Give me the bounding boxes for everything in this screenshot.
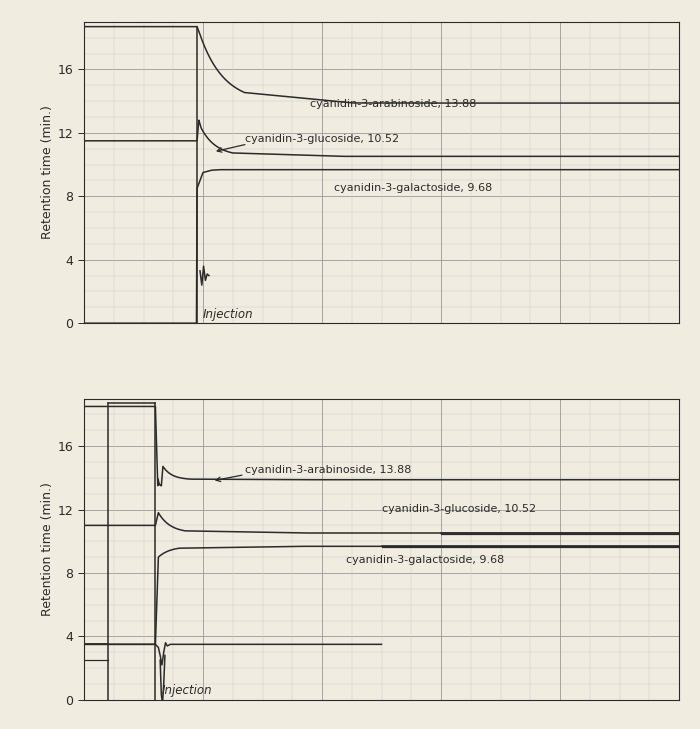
Y-axis label: Retention time (min.): Retention time (min.) (41, 106, 54, 239)
Text: cyanidin-3-glucoside, 10.52: cyanidin-3-glucoside, 10.52 (245, 134, 399, 144)
Text: Injection: Injection (162, 685, 212, 698)
Text: cyanidin-3-arabinoside, 13.88: cyanidin-3-arabinoside, 13.88 (245, 464, 411, 475)
Text: Injection: Injection (203, 308, 253, 321)
Text: cyanidin-3-arabinoside, 13.88: cyanidin-3-arabinoside, 13.88 (310, 99, 477, 109)
Text: cyanidin-3-galactoside, 9.68: cyanidin-3-galactoside, 9.68 (346, 555, 504, 565)
Text: cyanidin-3-galactoside, 9.68: cyanidin-3-galactoside, 9.68 (334, 183, 492, 193)
Y-axis label: Retention time (min.): Retention time (min.) (41, 483, 54, 616)
Text: cyanidin-3-glucoside, 10.52: cyanidin-3-glucoside, 10.52 (382, 504, 536, 514)
